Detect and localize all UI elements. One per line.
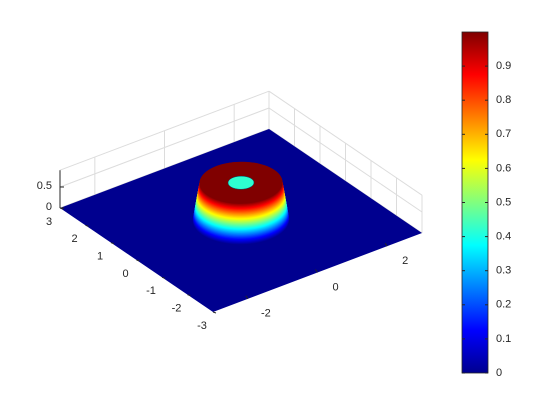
colorbar-tick-label: 0.8 xyxy=(496,94,511,106)
colorbar-tick-label: 0.9 xyxy=(496,60,511,72)
grid-line xyxy=(268,107,423,213)
y-tick-label: -3 xyxy=(197,320,207,332)
z-tick-label: 0.5 xyxy=(37,180,52,192)
y-tick xyxy=(212,311,217,314)
y-tick-label: 1 xyxy=(97,251,103,263)
y-tick xyxy=(110,242,115,245)
x-tick xyxy=(245,295,249,300)
y-tick-label: 0 xyxy=(122,268,128,280)
x-tick xyxy=(315,269,318,273)
y-tick xyxy=(136,259,140,262)
x-tick-label: -2 xyxy=(261,308,271,320)
surface-bump xyxy=(192,161,290,245)
x-tick-label: 0 xyxy=(332,281,338,293)
y-tick-label: -2 xyxy=(172,303,182,315)
colorbar-tick-label: 0 xyxy=(496,367,502,379)
x-tick xyxy=(384,242,388,247)
y-tick xyxy=(187,294,191,297)
z-tick-label: 0 xyxy=(46,201,52,213)
colorbar-tick-label: 0.4 xyxy=(496,231,511,243)
y-tick-label: 2 xyxy=(71,233,77,245)
colorbar-tick-label: 0.3 xyxy=(496,265,511,277)
x-tick-label: 2 xyxy=(402,255,408,267)
y-tick xyxy=(161,276,166,279)
colorbar-tick-label: 0.2 xyxy=(496,299,511,311)
grid-line xyxy=(59,107,270,188)
colorbar-tick-label: 0.6 xyxy=(496,162,511,174)
y-tick-label: -1 xyxy=(146,285,156,297)
colorbar-tick-label: 0.7 xyxy=(496,128,511,140)
y-tick xyxy=(59,207,64,210)
y-tick-label: 3 xyxy=(46,216,52,228)
y-tick xyxy=(85,224,89,227)
colorbar xyxy=(461,31,489,374)
surface-hole xyxy=(227,175,255,190)
colorbar-tick-label: 0.1 xyxy=(496,333,511,345)
colorbar-tick-label: 0.5 xyxy=(496,196,511,208)
